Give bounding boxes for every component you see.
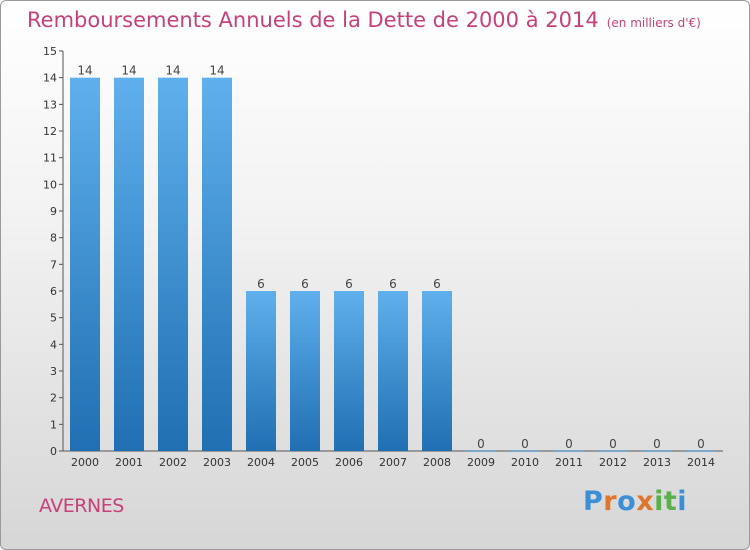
x-tick-label: 2001 — [115, 456, 143, 469]
x-tick-label: 2007 — [379, 456, 407, 469]
x-tick-label: 2013 — [643, 456, 671, 469]
y-tick-label: 2 — [50, 392, 57, 405]
y-tick-label: 13 — [43, 98, 57, 111]
x-tick-label: 2003 — [203, 456, 231, 469]
data-label: 0 — [653, 437, 661, 451]
data-label: 14 — [209, 64, 224, 78]
y-tick-label: 7 — [50, 258, 57, 271]
x-tick-label: 2011 — [555, 456, 583, 469]
logo-letter: r — [603, 486, 618, 517]
x-tick-label: 2010 — [511, 456, 539, 469]
data-label: 6 — [345, 277, 353, 291]
data-label: 6 — [257, 277, 265, 291]
data-label: 0 — [565, 437, 573, 451]
logo-letter: x — [636, 486, 655, 517]
logo-letter: i — [677, 486, 688, 517]
data-label: 6 — [301, 277, 309, 291]
bar — [114, 77, 144, 452]
bar — [202, 77, 232, 452]
y-tick-label: 1 — [50, 418, 57, 431]
data-label: 0 — [697, 437, 705, 451]
x-tick-label: 2000 — [71, 456, 99, 469]
data-label: 6 — [389, 277, 397, 291]
y-tick-label: 0 — [50, 445, 57, 458]
x-tick-label: 2005 — [291, 456, 319, 469]
proxiti-logo: Proxiti — [583, 486, 687, 517]
logo-letter: i — [654, 486, 664, 517]
unit-text: (en milliers d'€) — [606, 16, 701, 30]
data-label: 14 — [121, 64, 136, 78]
bar — [70, 77, 100, 452]
y-tick-label: 12 — [43, 125, 57, 138]
logo-letter: P — [583, 486, 604, 517]
bar — [246, 291, 276, 451]
y-tick-label: 8 — [50, 232, 57, 245]
data-label: 0 — [477, 437, 485, 451]
x-tick-label: 2004 — [247, 456, 275, 469]
x-tick-label: 2012 — [599, 456, 627, 469]
bar — [378, 291, 408, 451]
y-tick-label: 4 — [50, 338, 57, 351]
commune-name: AVERNES — [39, 495, 124, 517]
data-label: 14 — [165, 64, 180, 78]
y-tick-label: 3 — [50, 365, 57, 378]
y-tick-label: 6 — [50, 285, 57, 298]
bar — [422, 291, 452, 451]
title-text: Remboursements Annuels de la Dette de 20… — [27, 8, 599, 32]
y-tick-label: 15 — [43, 45, 57, 58]
bar — [158, 77, 188, 452]
chart-title: Remboursements Annuels de la Dette de 20… — [27, 8, 701, 32]
x-tick-label: 2006 — [335, 456, 363, 469]
logo-letter: o — [617, 486, 637, 517]
data-label: 14 — [77, 64, 92, 78]
y-tick-label: 14 — [43, 72, 57, 85]
bar — [334, 291, 364, 451]
x-tick-label: 2009 — [467, 456, 495, 469]
logo-letter: t — [663, 486, 678, 517]
data-label: 6 — [433, 277, 441, 291]
x-tick-label: 2002 — [159, 456, 187, 469]
y-tick-label: 10 — [43, 178, 57, 191]
data-labels: 14 14 14 14 6 6 6 6 6 0 0 0 0 0 0 — [77, 64, 704, 451]
y-tick-label: 11 — [43, 152, 57, 165]
y-tick-label: 9 — [50, 205, 57, 218]
y-tick-label: 5 — [50, 312, 57, 325]
data-label: 0 — [609, 437, 617, 451]
data-label: 0 — [521, 437, 529, 451]
bar — [290, 291, 320, 451]
x-tick-label: 2008 — [423, 456, 451, 469]
x-tick-label: 2014 — [687, 456, 715, 469]
bars — [70, 77, 716, 452]
